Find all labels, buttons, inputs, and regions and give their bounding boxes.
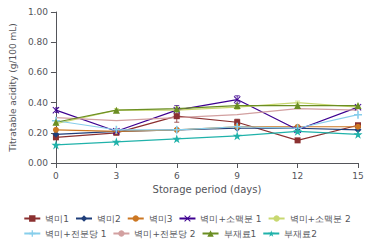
svg-text:6: 6 (174, 171, 180, 181)
svg-text:벽미+소맥분 1: 벽미+소맥분 1 (200, 214, 261, 224)
svg-text:0.80: 0.80 (28, 37, 48, 47)
svg-text:Titratable acidity (g/100 mL): Titratable acidity (g/100 mL) (8, 23, 18, 153)
svg-text:3: 3 (113, 171, 119, 181)
svg-text:벽미+소맥분 2: 벽미+소맥분 2 (290, 214, 351, 224)
svg-text:벽미1: 벽미1 (45, 214, 69, 224)
svg-text:9: 9 (234, 171, 240, 181)
svg-text:0.00: 0.00 (28, 158, 48, 168)
svg-text:15: 15 (352, 171, 363, 181)
svg-text:1.00: 1.00 (28, 7, 48, 17)
svg-text:벽미2: 벽미2 (97, 214, 121, 224)
svg-text:Storage period (days): Storage period (days) (153, 184, 262, 195)
svg-text:0.20: 0.20 (28, 128, 48, 138)
svg-text:12: 12 (292, 171, 303, 181)
svg-text:부재료2: 부재료2 (284, 229, 317, 239)
svg-text:벽미3: 벽미3 (149, 214, 173, 224)
svg-text:0.60: 0.60 (28, 67, 48, 77)
svg-text:벽미+전분당 1: 벽미+전분당 1 (45, 229, 106, 239)
svg-text:벽미+전분당 2: 벽미+전분당 2 (134, 229, 195, 239)
svg-text:0: 0 (53, 171, 59, 181)
svg-text:부재료1: 부재료1 (224, 229, 257, 239)
svg-text:0.40: 0.40 (28, 98, 48, 108)
